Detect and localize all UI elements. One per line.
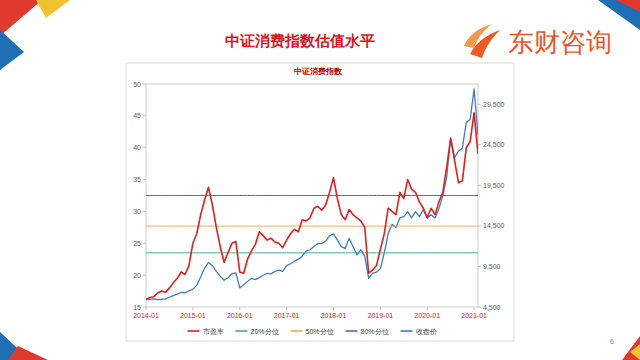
legend-item: 50%分位 xyxy=(291,328,334,335)
x-tick xyxy=(239,307,240,310)
corner-triangle xyxy=(0,30,24,70)
y-tick-label: 20 xyxy=(133,272,141,279)
y2-tick-label: 24,500 xyxy=(483,141,505,148)
x-tick xyxy=(146,307,147,310)
y-tick xyxy=(143,115,146,116)
legend-swatch xyxy=(291,330,303,332)
legend-swatch xyxy=(188,330,200,332)
series-line xyxy=(146,226,478,227)
chart-frame xyxy=(126,63,514,341)
corner-triangle xyxy=(616,0,640,12)
x-tick xyxy=(333,307,334,310)
y2-tick xyxy=(478,104,481,105)
x-tick-label: 2015-01 xyxy=(180,312,206,319)
slide: 中证消费指数估值水平 东财咨询 6 中证消费指数 15 20 25 30 35 40 45 50 4,5… xyxy=(0,0,640,360)
y2-tick xyxy=(478,266,481,267)
corner-triangle xyxy=(8,346,48,360)
x-tick-label: 2021-01 xyxy=(461,312,487,319)
y2-tick-label: 9,500 xyxy=(483,263,501,270)
logo-icon xyxy=(464,24,492,48)
corner-triangle xyxy=(598,0,640,30)
x-tick-label: 2019-01 xyxy=(368,312,394,319)
y-tick-label: 45 xyxy=(133,112,141,119)
y2-tick-label: 14,500 xyxy=(483,222,505,229)
legend-label: 80%分位 xyxy=(361,328,389,335)
corner-triangle xyxy=(622,336,640,360)
y-tick-label: 15 xyxy=(133,304,141,311)
y2-tick xyxy=(478,307,481,308)
series-line xyxy=(146,195,478,196)
legend: 市盈率 20%分位 50%分位 80%分位 收盘价 xyxy=(188,328,437,335)
x-tick-label: 2016-01 xyxy=(227,312,253,319)
series-line xyxy=(146,89,478,300)
legend-item: 市盈率 xyxy=(188,328,224,335)
x-tick-label: 2018-01 xyxy=(321,312,347,319)
legend-item: 收盘价 xyxy=(401,328,437,335)
plot-lines xyxy=(146,89,478,300)
y2-tick-label: 4,500 xyxy=(483,304,501,311)
x-tick xyxy=(286,307,287,310)
y-tick-label: 50 xyxy=(133,81,141,88)
corner-triangle xyxy=(0,0,42,36)
decoration xyxy=(0,0,640,360)
y-tick xyxy=(143,211,146,212)
legend-label: 50%分位 xyxy=(306,328,334,335)
slide-title: 中证消费指数估值水平 xyxy=(225,32,375,49)
logo-text: 东财咨询 xyxy=(508,27,612,57)
legend-swatch xyxy=(236,330,248,332)
y2-tick xyxy=(478,225,481,226)
legend-swatch xyxy=(346,330,358,332)
x-tick xyxy=(474,307,475,310)
y-tick xyxy=(143,275,146,276)
y-tick xyxy=(143,84,146,85)
legend-label: 20%分位 xyxy=(251,328,279,335)
x-tick-label: 2014-01 xyxy=(133,312,159,319)
series-line xyxy=(146,113,478,300)
corner-triangle xyxy=(630,344,640,360)
y-tick-label: 40 xyxy=(133,144,141,151)
y-tick-label: 25 xyxy=(133,240,141,247)
legend-item: 80%分位 xyxy=(346,328,389,335)
legend-label: 收盘价 xyxy=(416,328,437,335)
corner-triangle xyxy=(36,0,70,18)
y-tick xyxy=(143,179,146,180)
y-tick-label: 30 xyxy=(133,208,141,215)
y-tick xyxy=(143,243,146,244)
x-tick-label: 2020-01 xyxy=(414,312,440,319)
x-tick xyxy=(427,307,428,310)
x-tick xyxy=(380,307,381,310)
y2-tick xyxy=(478,144,481,145)
y-tick xyxy=(143,147,146,148)
x-tick xyxy=(192,307,193,310)
page-number: 6 xyxy=(610,338,614,345)
legend-label: 市盈率 xyxy=(203,328,224,335)
y2-tick xyxy=(478,185,481,186)
chart-title: 中证消费指数 xyxy=(294,67,343,76)
y2-tick-label: 29,500 xyxy=(483,101,505,108)
plot-frame xyxy=(146,84,478,307)
legend-item: 20%分位 xyxy=(236,328,279,335)
y-tick-label: 35 xyxy=(133,176,141,183)
x-tick-label: 2017-01 xyxy=(274,312,300,319)
y2-tick-label: 19,500 xyxy=(483,182,505,189)
series-line xyxy=(146,252,478,253)
legend-swatch xyxy=(401,330,413,332)
